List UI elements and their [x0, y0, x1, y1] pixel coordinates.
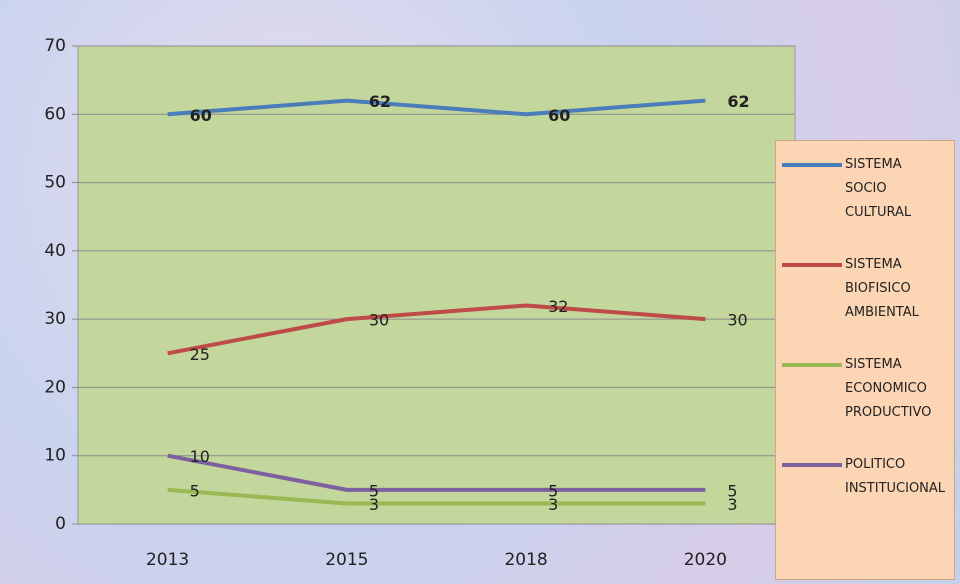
legend-label: SISTEMA BIOFISICO AMBIENTAL [845, 257, 919, 320]
x-tick-label: 2020 [684, 550, 727, 570]
y-tick-label: 10 [44, 446, 66, 466]
y-tick-label: 30 [44, 309, 66, 329]
y-tick-label: 20 [44, 377, 66, 397]
y-tick-label: 40 [44, 241, 66, 261]
data-label: 5 [369, 481, 379, 500]
legend: SISTEMA SOCIO CULTURAL SISTEMA BIOFISICO … [775, 140, 955, 580]
x-tick-label: 2015 [325, 550, 368, 570]
data-label: 62 [369, 92, 391, 111]
data-label: 60 [190, 106, 212, 125]
data-label: 5 [548, 481, 558, 500]
data-label: 3 [369, 495, 379, 514]
legend-label: POLITICO INSTITUCIONAL [845, 457, 946, 496]
legend-swatch [782, 363, 842, 367]
data-label: 62 [727, 92, 749, 111]
data-label: 5 [190, 481, 200, 500]
series-line [167, 98, 706, 117]
legend-swatch [782, 163, 842, 167]
data-label: 60 [548, 106, 570, 125]
legend-swatch [782, 263, 842, 267]
y-tick-label: 70 [44, 36, 66, 56]
x-tick-label: 2013 [146, 550, 189, 570]
data-label: 3 [548, 495, 558, 514]
data-label: 32 [548, 297, 568, 316]
y-tick-label: 50 [44, 173, 66, 193]
data-label: 3 [727, 495, 737, 514]
legend-label: SISTEMA ECONOMICO PRODUCTIVO [845, 357, 932, 420]
legend-item: SISTEMA ECONOMICO PRODUCTIVO [782, 353, 945, 425]
legend-item: SISTEMA SOCIO CULTURAL [782, 153, 945, 225]
series-line [167, 453, 706, 492]
series-line [167, 487, 706, 506]
legend-item: SISTEMA BIOFISICO AMBIENTAL [782, 253, 945, 325]
legend-swatch [782, 463, 842, 467]
data-label: 30 [727, 311, 747, 330]
plot-area [77, 45, 796, 525]
data-label: 25 [190, 345, 210, 364]
y-tick-label: 0 [55, 514, 66, 534]
data-label: 10 [190, 447, 210, 466]
series-line [167, 303, 706, 356]
legend-item: POLITICO INSTITUCIONAL [782, 453, 945, 501]
data-label: 30 [369, 311, 389, 330]
legend-label: SISTEMA SOCIO CULTURAL [845, 157, 912, 220]
y-tick-label: 60 [44, 104, 66, 124]
data-label: 5 [727, 481, 737, 500]
x-tick-label: 2018 [504, 550, 547, 570]
